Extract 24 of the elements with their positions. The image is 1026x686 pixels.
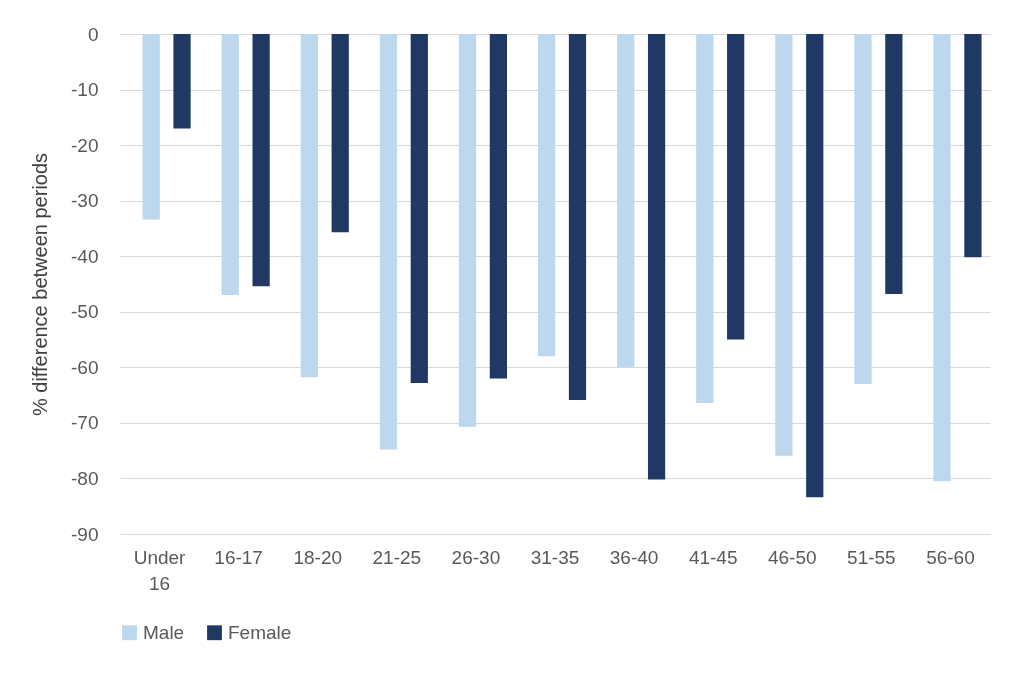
x-tick-label: 18-20 (293, 546, 343, 568)
y-tick-label: -40 (71, 245, 99, 267)
y-tick-label: -20 (71, 134, 99, 156)
x-tick-label: 56-60 (926, 546, 975, 568)
x-tick-label: 41-45 (688, 546, 738, 568)
x-tick-label: 51-55 (847, 546, 896, 568)
legend-label: Female (228, 621, 292, 643)
x-tick-label: Under 16 (133, 546, 187, 594)
y-tick-label: -10 (71, 79, 99, 101)
x-tick-label: 46-50 (767, 546, 817, 568)
legend-label: Male (143, 621, 185, 643)
x-tick-label: 16-17 (214, 546, 263, 568)
y-axis-title: % difference between periods (29, 152, 52, 417)
y-tick-label: 0 (87, 23, 99, 45)
y-tick-label: -50 (71, 301, 99, 323)
x-tick-label: 31-35 (530, 546, 580, 568)
x-tick-label: 26-30 (451, 546, 501, 568)
y-tick-label: -30 (71, 190, 99, 212)
y-tick-label: -60 (71, 356, 99, 378)
y-tick-label: -80 (71, 467, 99, 489)
x-tick-label: 21-25 (372, 546, 422, 568)
y-tick-label: -70 (71, 412, 99, 434)
x-tick-label: 36-40 (609, 546, 659, 568)
y-tick-label: -90 (71, 523, 99, 545)
